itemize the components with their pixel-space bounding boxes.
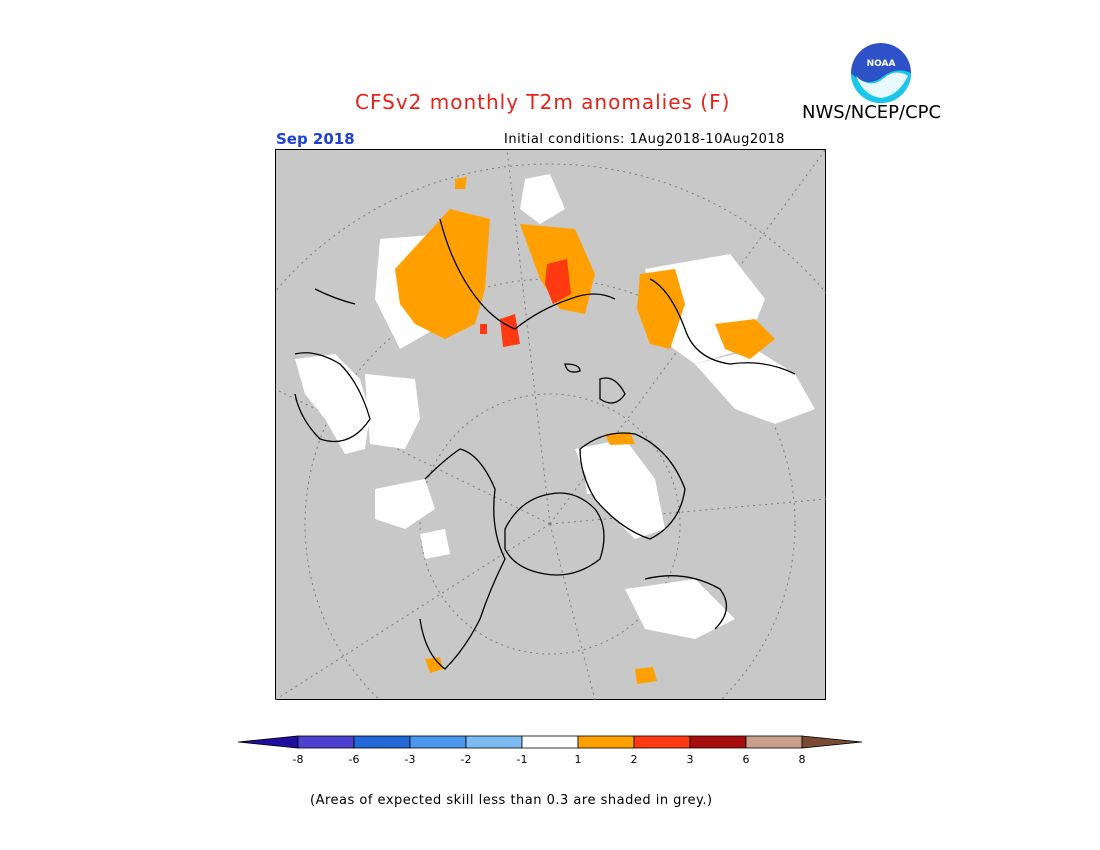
colorbar-left-arrow: [238, 735, 299, 749]
colorbar-bin: [577, 735, 635, 749]
colorbar-bin: [465, 735, 523, 749]
colorbar-tick-label: -2: [461, 753, 472, 766]
colorbar-tick-label: 2: [631, 753, 638, 766]
strong-warm-anomaly-areas: [480, 259, 571, 347]
valid-month: Sep 2018: [276, 130, 355, 148]
coastlines: [294, 218, 796, 670]
colorbar-tick-label: 3: [687, 753, 694, 766]
anomaly-map: [275, 149, 826, 700]
noaa-logo: NOAA: [851, 43, 911, 103]
agency-label: NWS/NCEP/CPC: [802, 102, 942, 123]
colorbar-tick-label: 8: [799, 753, 806, 766]
colorbar-tick-label: -3: [405, 753, 416, 766]
color-bar: -8 -6 -3 -2 -1 1 2 3 6 8: [238, 735, 862, 766]
colorbar-bin: [521, 735, 579, 749]
skill-footnote: (Areas of expected skill less than 0.3 a…: [310, 793, 713, 808]
colorbar-bin: [689, 735, 747, 749]
colorbar-bin: [353, 735, 411, 749]
colorbar-bin: [633, 735, 691, 749]
colorbar-bin: [297, 735, 355, 749]
noaa-logo-text: NOAA: [867, 59, 896, 69]
colorbar-tick-label: 6: [743, 753, 750, 766]
colorbar-tick-label: -6: [349, 753, 360, 766]
latitude-circles: [275, 163, 826, 700]
colorbar-bin: [745, 735, 803, 749]
colorbar-tick-label: -8: [293, 753, 304, 766]
warm-anomaly-areas: [395, 177, 775, 684]
map-title: CFSv2 monthly T2m anomalies (F): [355, 90, 731, 114]
meridians: [275, 149, 826, 700]
initial-conditions: Initial conditions: 1Aug2018-10Aug2018: [504, 132, 785, 147]
colorbar-tick-label: -1: [517, 753, 528, 766]
colorbar-tick-label: 1: [575, 753, 582, 766]
colorbar-right-arrow: [801, 735, 862, 749]
colorbar-bin: [409, 735, 467, 749]
